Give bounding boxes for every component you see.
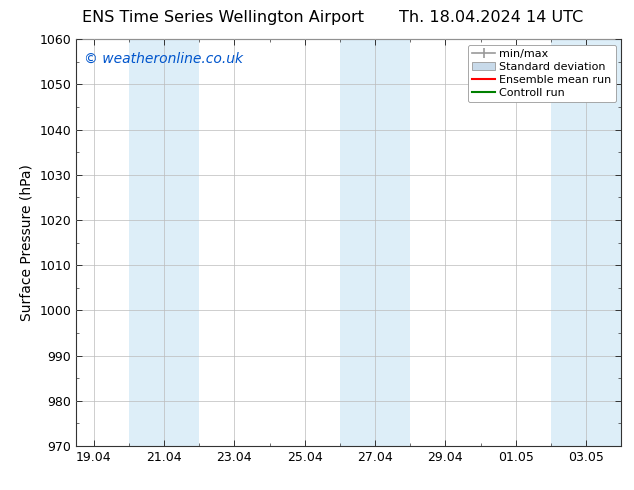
Y-axis label: Surface Pressure (hPa): Surface Pressure (hPa) — [20, 164, 34, 321]
Text: ENS Time Series Wellington Airport: ENS Time Series Wellington Airport — [82, 10, 365, 25]
Text: © weatheronline.co.uk: © weatheronline.co.uk — [84, 51, 243, 65]
Legend: min/max, Standard deviation, Ensemble mean run, Controll run: min/max, Standard deviation, Ensemble me… — [468, 45, 616, 102]
Bar — [129, 39, 199, 446]
Bar — [551, 39, 621, 446]
Text: Th. 18.04.2024 14 UTC: Th. 18.04.2024 14 UTC — [399, 10, 584, 25]
Bar — [340, 39, 410, 446]
